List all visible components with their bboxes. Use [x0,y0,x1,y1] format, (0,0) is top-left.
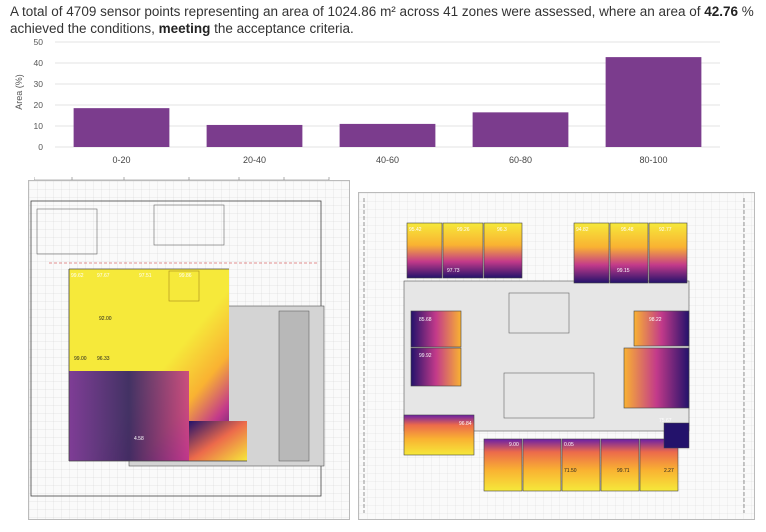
achieved-percentage: 42.76 [704,4,739,19]
zone-value: 2.27 [664,468,674,474]
y-tick-label: 0 [38,142,43,152]
summary-fragment: the acceptance criteria. [210,21,354,36]
y-axis-label: Area (%) [14,74,24,110]
y-tick-label: 40 [34,58,44,68]
x-tick-label: 60-80 [509,155,532,165]
zone-value: 99.62 [71,273,84,279]
bar-80-100 [605,57,702,147]
zone-value: 0.05 [564,442,574,448]
bar-20-40 [206,124,303,147]
x-tick-label: 20-40 [243,155,266,165]
area-distribution-chart: 0 10 20 30 40 50 0-20 20-40 40-60 60-80 80-100 Ar… [14,37,720,165]
zone-value: 99.71 [617,468,630,474]
summary-fragment: A total of [10,4,67,19]
floor-plan-left-drawing [29,181,349,519]
summary-text: A total of 4709 sensor points representi… [10,3,758,37]
zone-value: 96.33 [97,356,110,362]
zone-value: 99.26 [457,227,470,233]
zones-count: 41 [443,4,459,19]
zone-value: 85.68 [419,317,432,323]
y-tick-label: 10 [34,121,44,131]
floor-plan-right-drawing [359,193,754,519]
zone-value: 95.48 [621,227,634,233]
zone-value: 96.84 [459,421,472,427]
zone-value: 92.77 [659,227,672,233]
x-tick-label: 40-60 [376,155,399,165]
x-tick-label: 80-100 [639,155,667,165]
zone-value: 97.73 [447,268,460,274]
assessed-area-value: 1024.86 [327,4,377,19]
zone-value: 97.51 [139,273,152,279]
summary-fragment: % achieved the conditions, [10,4,754,36]
bar-0-20 [73,108,170,147]
summary-fragment: zones were assessed, where an area of [458,4,705,19]
zone-value: 92.00 [99,316,112,322]
zone-value: 99.00 [74,356,87,362]
zone-value: 99.15 [617,268,630,274]
zone-value: 75.67 [659,418,672,424]
summary-fragment: m² across [376,4,444,19]
zone-value: 96.3 [497,227,507,233]
zone-value: 97.67 [97,273,110,279]
x-axis-ticks: 0-20 20-40 40-60 60-80 80-100 [112,155,667,165]
zone-value: 4.58 [134,436,144,442]
floor-plan-left: 99.62 97.67 97.51 99.86 92.00 96.33 99.0… [28,180,350,520]
criteria-result: meeting [158,21,211,36]
zone-value: 94.82 [576,227,589,233]
zone-value: 98.22 [649,317,662,323]
zone-value: 9.00 [509,442,519,448]
summary-fragment: sensor points representing an area of [96,4,328,19]
y-axis-ticks: 0 10 20 30 40 50 [34,37,44,152]
x-tick-label: 0-20 [112,155,130,165]
bar-60-80 [472,112,569,147]
floor-plan-right: 95.42 99.26 96.3 94.82 95.48 92.77 97.73… [358,192,755,520]
sensor-points-count: 4709 [66,4,97,19]
y-tick-label: 30 [34,79,44,89]
zone-value: 95.42 [409,227,422,233]
y-tick-label: 20 [34,100,44,110]
bar-40-60 [339,123,436,147]
zone-value: 99.86 [179,273,192,279]
zone-value: 99.92 [419,353,432,359]
y-tick-label: 50 [34,37,44,47]
chart-bars [73,57,702,147]
zone-value: 71.50 [564,468,577,474]
